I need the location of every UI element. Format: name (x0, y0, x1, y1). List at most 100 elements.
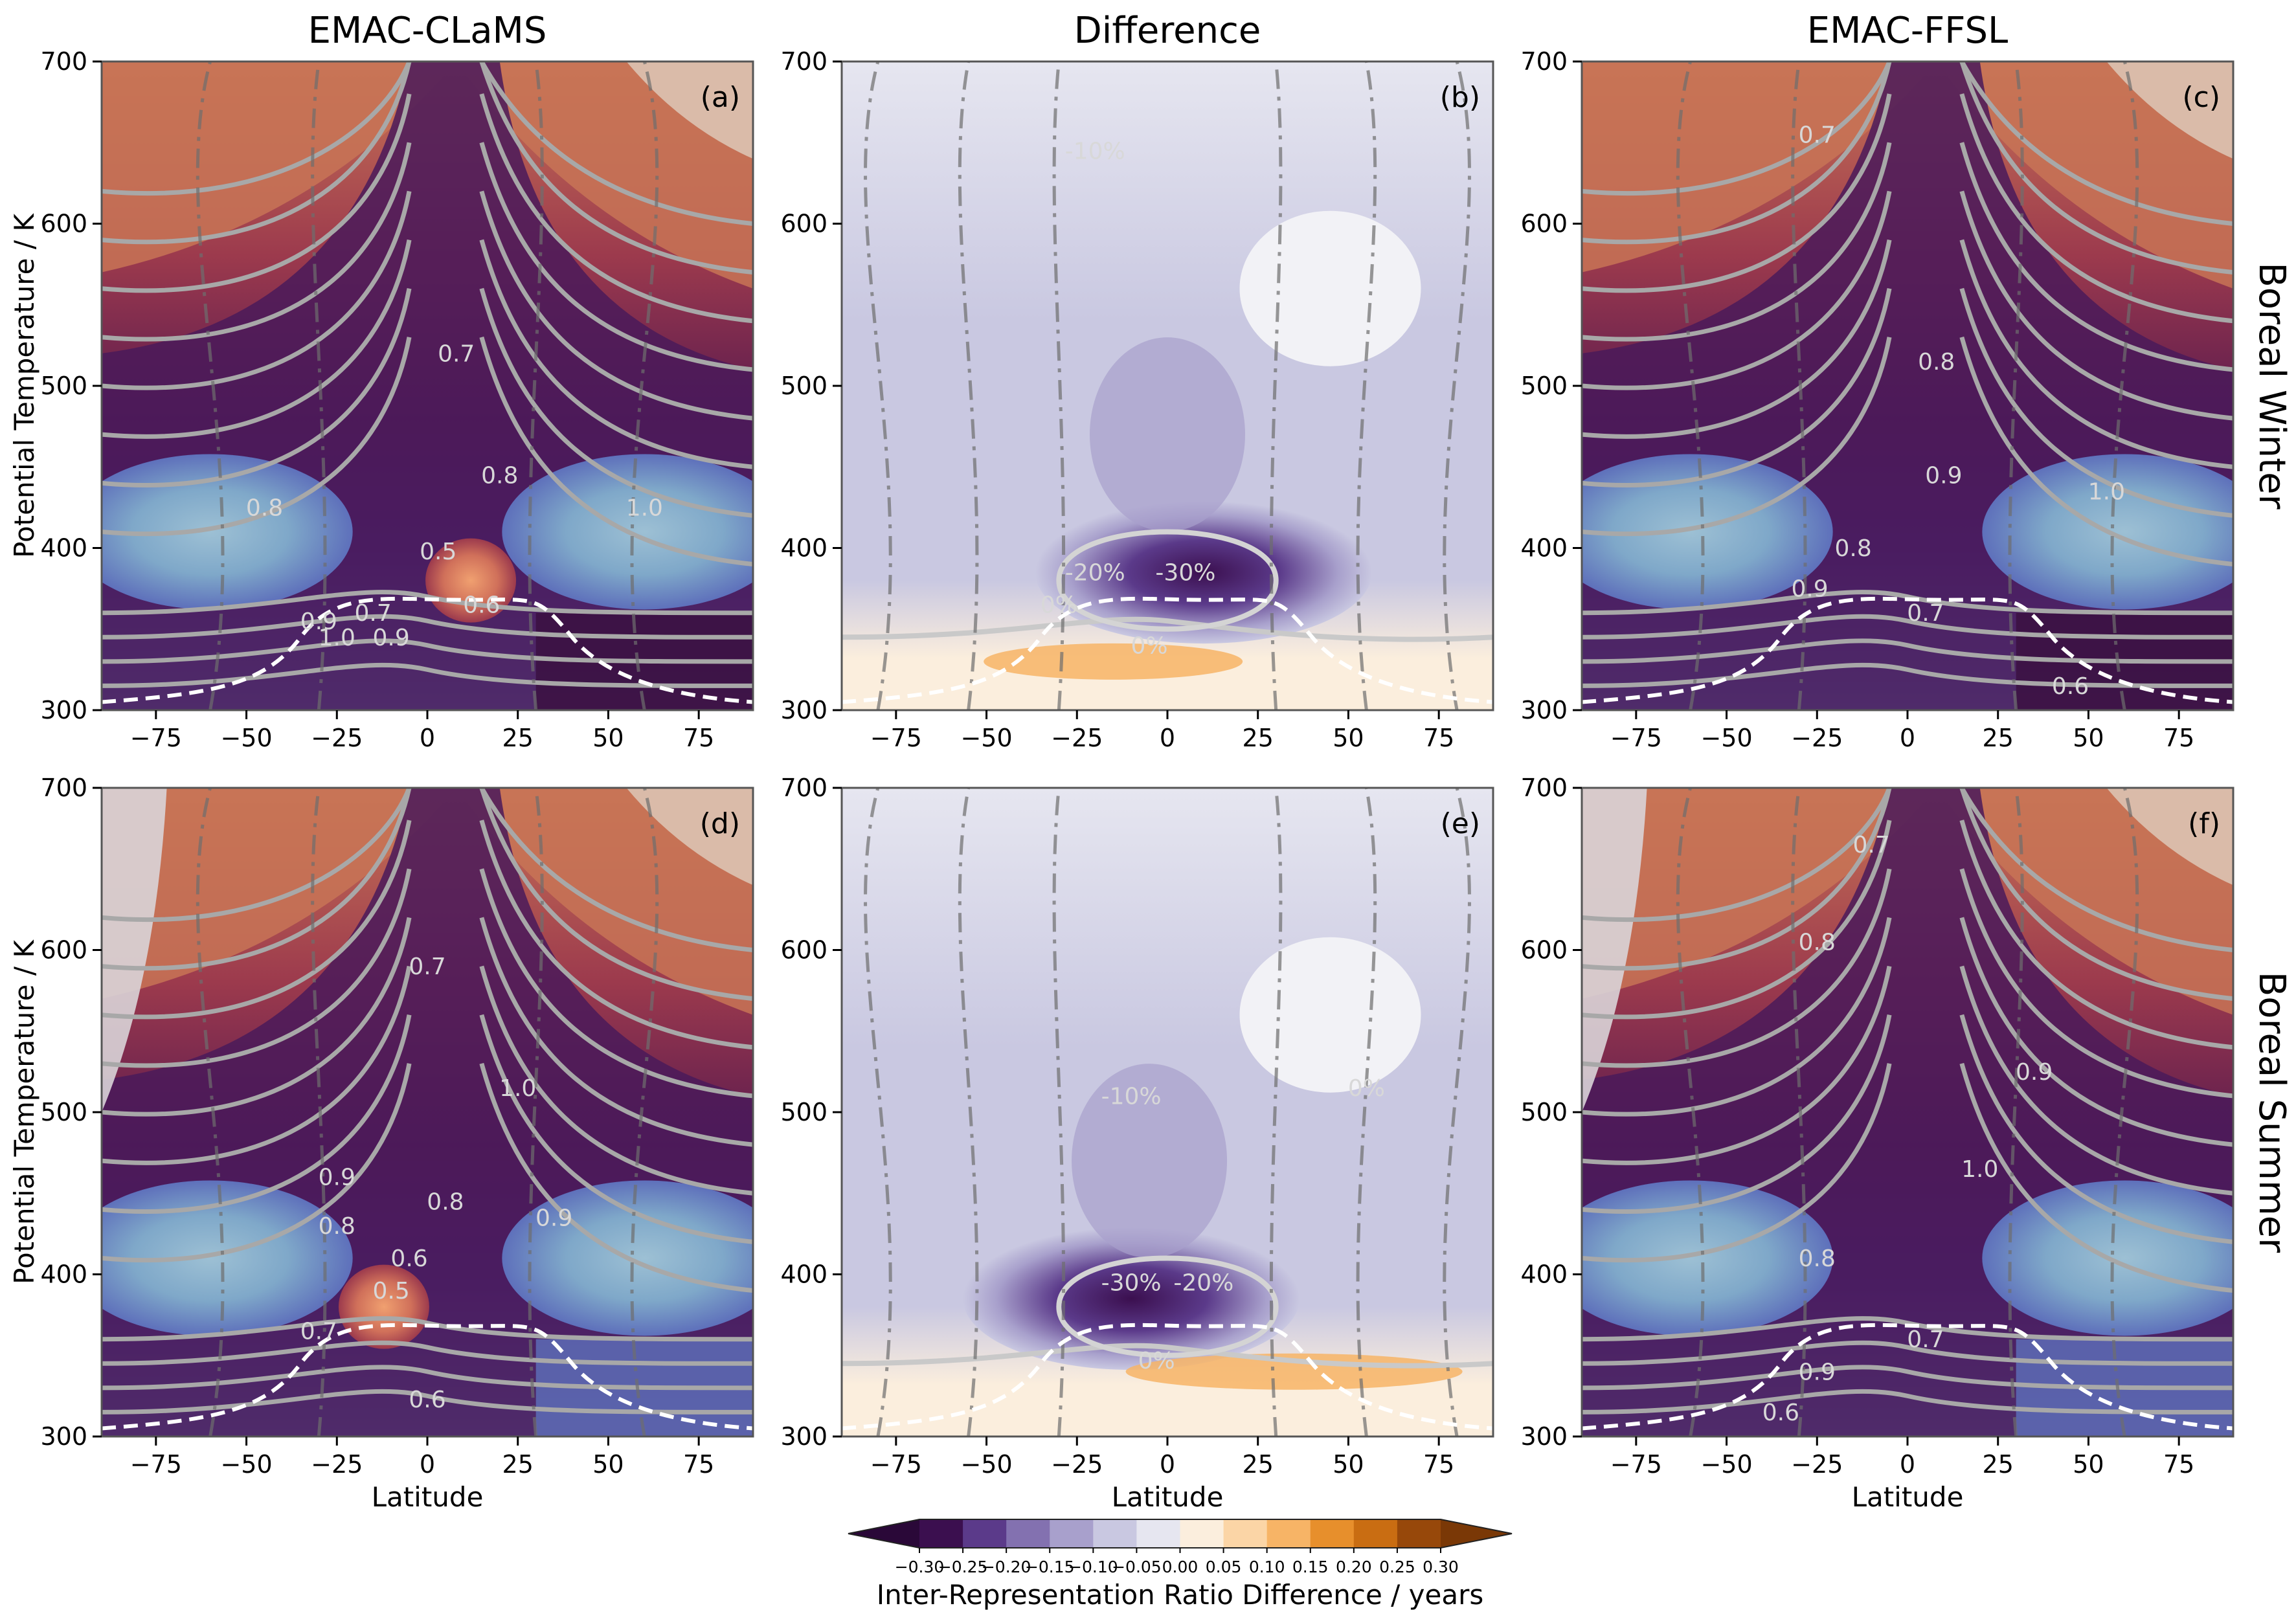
oldest-air-region (626, 61, 753, 159)
colorbar-tick-label: −0.15 (1025, 1558, 1075, 1576)
panel-b: -20% -30% 0% 0% -10% −75 −50 −25 0 25 50 75 300 400 50… (780, 47, 1494, 752)
contour-label: 0.7 (438, 341, 475, 367)
column-title: EMAC-FFSL (1807, 10, 2009, 52)
age-contour (1582, 868, 2233, 1099)
contour-label: 0.5 (420, 539, 456, 565)
x-tick-label: 25 (1243, 1450, 1274, 1479)
age-contour (1582, 1340, 2233, 1366)
panel-e-field: -10% -30% -20% 0% 0% (842, 788, 1493, 1437)
x-tick-label: 75 (683, 1450, 714, 1479)
old-air-region (1582, 61, 2233, 289)
dashdot-contour (864, 788, 892, 1437)
panel-label-b: (b) (1440, 81, 1480, 114)
colorbar-tick-label: −0.30 (895, 1558, 945, 1576)
contour-label: 1.0 (2088, 478, 2125, 505)
colorbar-bin (1050, 1519, 1094, 1548)
dashdot-contour (528, 788, 544, 1437)
x-tick-label: 0 (1160, 724, 1175, 752)
contour-label: 0.6 (409, 1387, 445, 1413)
x-axis-label: Latitude (1852, 1481, 1964, 1513)
y-tick-label: 600 (1520, 210, 1568, 238)
age-contour (1582, 93, 2233, 324)
tropopause-line (102, 1323, 753, 1431)
difference-positive-band (842, 1387, 1493, 1437)
x-tick-label: 0 (420, 1450, 435, 1479)
x-tick-label: 0 (420, 724, 435, 752)
colorbar-bin (1266, 1519, 1311, 1548)
y-tick-label: 300 (780, 1422, 827, 1451)
age-contour (1582, 287, 2233, 518)
x-tick-label: −50 (1700, 724, 1752, 752)
panel-a: 0.70.80.91.01.00.50.80.70.90.6−75 −50 −25 0… (40, 47, 754, 752)
y-tick-label: 700 (1520, 774, 1568, 802)
contour-label: 0.8 (1799, 930, 1836, 956)
dashdot-contour (1443, 61, 1471, 710)
y-tick-label: 700 (780, 47, 827, 76)
y-axis-label: Potential Temperature / K (8, 213, 40, 558)
dashdot-contour (1791, 61, 1807, 710)
x-tick-label: 0 (1900, 724, 1915, 752)
dashdot-contour (1269, 788, 1283, 1437)
contour-label: 0.6 (390, 1246, 427, 1272)
x-axis-label: Latitude (1112, 1481, 1224, 1513)
y-tick-label: 300 (40, 696, 87, 724)
text-layer: EMAC-CLaMS Difference EMAC-FFSL Boreal Wint… (8, 10, 2293, 1513)
x-tick-label: 25 (1983, 724, 2014, 752)
colorbar-tick-label: −0.20 (982, 1558, 1031, 1576)
dashdot-contour (1443, 788, 1471, 1437)
age-contour (102, 1316, 753, 1342)
x-tick-label: 50 (2073, 724, 2104, 752)
x-tick-label: −25 (1791, 724, 1843, 752)
x-tick-label: 75 (2163, 1450, 2194, 1479)
age-contour (102, 614, 753, 640)
age-contour (102, 1340, 753, 1366)
x-tick-label: 75 (2163, 724, 2194, 752)
dashdot-contour (2110, 61, 2139, 710)
difference-positive-max (984, 643, 1243, 680)
colorbar-bin (1093, 1519, 1137, 1548)
x-tick-label: 75 (1423, 724, 1454, 752)
contour-label: -10% (1101, 1083, 1162, 1110)
tropopause-line (842, 596, 1493, 704)
dashdot-contour (2008, 788, 2024, 1437)
y-tick-label: 600 (780, 210, 827, 238)
x-tick-label: −25 (1791, 1450, 1843, 1479)
contour-label: 0% (1138, 1348, 1175, 1374)
contour-label: -20% (1173, 1270, 1233, 1297)
contour-label: 0.9 (1925, 462, 1962, 489)
colorbar-tick-label: 0.00 (1162, 1558, 1199, 1576)
dashdot-contour (1676, 788, 1705, 1437)
panel-c: 0.7 0.8 0.9 0.8 0.9 0.7 0.6 1.0 −75 −50 −25 0 25 50 75… (1520, 47, 2234, 752)
y-tick-label: 400 (780, 1260, 827, 1289)
difference-column (1090, 337, 1245, 532)
y-tick-label: 400 (1520, 534, 1568, 563)
panel-label-c: (c) (2182, 81, 2220, 114)
contour-label: 0.9 (319, 1165, 355, 1191)
x-tick-label: −50 (960, 1450, 1012, 1479)
difference-positive-max (1125, 1353, 1463, 1390)
dashdot-contour (1269, 61, 1283, 710)
x-tick-label: −50 (1700, 1450, 1752, 1479)
contour-label: -30% (1101, 1270, 1162, 1297)
contour-label: 0.8 (319, 1213, 355, 1240)
y-tick-label: 300 (1520, 696, 1568, 724)
colorbar-tick-label: 0.20 (1336, 1558, 1372, 1576)
age-contour (1582, 965, 2233, 1196)
dashdot-contour (196, 788, 225, 1437)
age-contour (1582, 917, 2233, 1147)
y-tick-label: 500 (40, 372, 87, 400)
panel-d-field: 0.7 0.9 0.8 0.6 0.5 0.8 0.9 1.0 0.7 0.6 (102, 788, 753, 1437)
age-contour (102, 190, 753, 421)
tropopause-line (1582, 1323, 2233, 1431)
tropopause-line (1582, 596, 2233, 704)
dashdot-contour (958, 61, 979, 710)
dashdot-contour (1052, 61, 1066, 710)
y-tick-label: 600 (1520, 936, 1568, 965)
oldest-air-region (2106, 788, 2233, 886)
southern-blue-lobe (1582, 454, 1833, 610)
x-tick-label: −25 (311, 724, 363, 752)
age-contour (1582, 1316, 2233, 1342)
difference-contour (1056, 1255, 1279, 1358)
panel-e: -10% -30% -20% 0% 0% −75 −50 −25 0 25 50 75 300 400 50… (780, 774, 1494, 1479)
y-tick-label: 700 (780, 774, 827, 802)
